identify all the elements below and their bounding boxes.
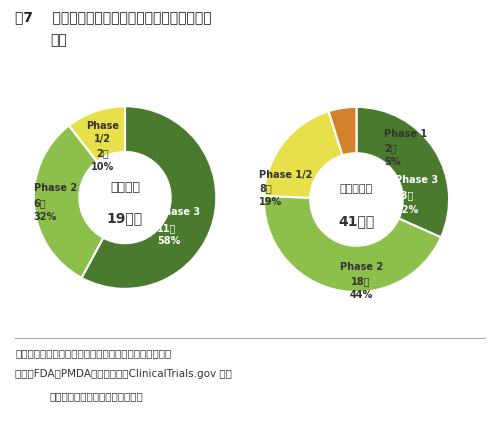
Text: 19品目: 19品目	[107, 211, 143, 225]
Text: 2品: 2品	[96, 147, 108, 158]
Text: 58%: 58%	[157, 236, 180, 246]
Text: 5%: 5%	[384, 156, 401, 166]
Text: Phase 3: Phase 3	[157, 207, 200, 217]
Wedge shape	[82, 107, 216, 289]
Text: 図7    日本未承認薬・承認薬におけるピボタル試: 図7 日本未承認薬・承認薬におけるピボタル試	[15, 11, 212, 25]
Text: 32%: 32%	[396, 204, 418, 214]
Text: とに医薬産業政策研究所にて作成: とに医薬産業政策研究所にて作成	[50, 390, 144, 400]
Text: 日本未承認: 日本未承認	[340, 184, 373, 194]
Wedge shape	[69, 107, 125, 162]
Text: 19%: 19%	[260, 197, 282, 207]
Text: Phase: Phase	[86, 120, 118, 130]
Wedge shape	[264, 112, 342, 198]
Text: Phase 2: Phase 2	[340, 262, 382, 271]
Text: 6品: 6品	[34, 198, 46, 207]
Text: 2品: 2品	[384, 142, 397, 153]
Text: Phase 2: Phase 2	[34, 182, 77, 192]
Text: 32%: 32%	[34, 211, 57, 221]
Wedge shape	[356, 108, 449, 238]
Wedge shape	[328, 108, 356, 156]
Text: Phase 3: Phase 3	[396, 175, 438, 185]
Text: 41品目: 41品目	[338, 213, 374, 227]
Text: 13品: 13品	[396, 190, 414, 199]
Wedge shape	[34, 126, 103, 278]
Text: 1/2: 1/2	[94, 134, 110, 144]
Text: 注：ピボタル試験が複数ある場合、後期相の試験を集計: 注：ピボタル試験が複数ある場合、後期相の試験を集計	[15, 347, 171, 357]
Text: 験相: 験相	[50, 33, 67, 47]
Text: 11品: 11品	[157, 222, 176, 232]
Text: Phase 1/2: Phase 1/2	[260, 169, 312, 179]
Text: 日本承認: 日本承認	[110, 181, 140, 194]
Text: Phase 1: Phase 1	[384, 129, 428, 138]
Text: 出所：FDA、PMDAの公開情報、ClinicalTrials.gov をも: 出所：FDA、PMDAの公開情報、ClinicalTrials.gov をも	[15, 368, 232, 378]
Text: 8品: 8品	[260, 183, 272, 193]
Wedge shape	[264, 196, 441, 292]
Text: 18品: 18品	[352, 276, 371, 285]
Text: 10%: 10%	[90, 161, 114, 171]
Text: 44%: 44%	[350, 289, 372, 299]
